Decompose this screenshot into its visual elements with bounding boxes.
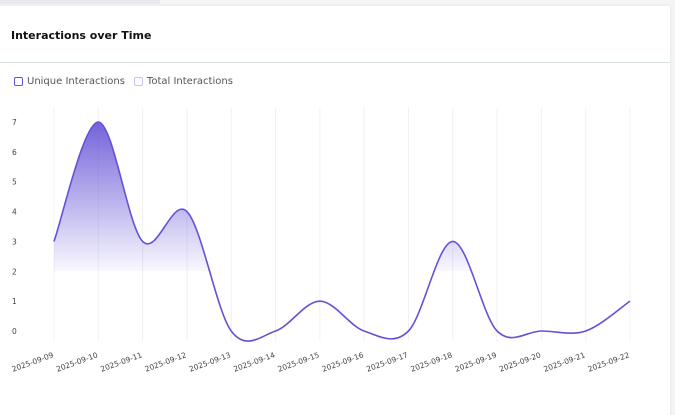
x-tick-label: 2025-09-16 — [321, 350, 365, 373]
y-tick-label: 5 — [12, 178, 17, 187]
legend-swatch-unique — [14, 77, 23, 86]
data-point-2025-09-13[interactable] — [228, 328, 234, 334]
x-tick-label: 2025-09-19 — [454, 350, 498, 373]
data-point-2025-09-14[interactable] — [273, 328, 279, 334]
data-point-2025-09-11[interactable] — [140, 238, 146, 244]
y-tick-label: 7 — [12, 118, 17, 127]
data-point-2025-09-18[interactable] — [450, 238, 456, 244]
series-line-unique-interactions — [53, 121, 631, 342]
y-tick-label: 0 — [12, 327, 17, 336]
series-area — [54, 122, 472, 272]
y-axis-ticks: 0 1 2 3 4 5 6 7 — [12, 118, 17, 336]
data-point-2025-09-10[interactable] — [95, 119, 101, 125]
legend-swatch-total — [133, 77, 143, 86]
series-area-fill-unique-interactions — [54, 122, 472, 272]
data-point-2025-09-12[interactable] — [184, 209, 190, 215]
series-line — [51, 119, 633, 342]
legend-item-unique-interactions[interactable]: Unique Interactions — [14, 76, 125, 87]
x-tick-label: 2025-09-09 — [11, 350, 55, 373]
data-point-2025-09-19[interactable] — [494, 328, 500, 334]
data-point-2025-09-09[interactable] — [51, 238, 57, 244]
y-tick-label: 3 — [12, 237, 17, 246]
top-strip — [0, 0, 160, 4]
y-tick-label: 1 — [12, 297, 17, 306]
data-point-2025-09-22[interactable] — [627, 298, 633, 304]
x-tick-label: 2025-09-18 — [409, 350, 453, 373]
x-tick-label: 2025-09-12 — [144, 350, 188, 373]
x-tick-label: 2025-09-13 — [188, 350, 232, 373]
data-point-2025-09-21[interactable] — [583, 328, 589, 334]
legend-item-total-interactions[interactable]: Total Interactions — [133, 76, 233, 87]
data-point-2025-09-17[interactable] — [405, 328, 411, 334]
data-point-2025-09-15[interactable] — [317, 298, 323, 304]
x-tick-label: 2025-09-22 — [587, 350, 631, 373]
chart-legend: Unique Interactions Total Interactions — [14, 76, 242, 87]
x-tick-label: 2025-09-15 — [276, 350, 320, 373]
card-header: Interactions over Time — [0, 6, 670, 63]
x-tick-label: 2025-09-10 — [55, 350, 99, 373]
x-tick-label: 2025-09-14 — [232, 350, 276, 373]
grid-lines — [53, 108, 631, 341]
card-title: Interactions over Time — [11, 28, 152, 42]
legend-label-total: Total Interactions — [146, 76, 233, 87]
data-point-2025-09-16[interactable] — [361, 328, 367, 334]
x-tick-label: 2025-09-20 — [498, 350, 542, 373]
y-tick-label: 2 — [12, 267, 17, 276]
x-tick-label: 2025-09-11 — [99, 350, 143, 373]
x-tick-label: 2025-09-17 — [365, 350, 409, 373]
y-tick-label: 6 — [12, 148, 17, 157]
x-axis-ticks: 2025-09-09 2025-09-10 2025-09-11 2025-09-12… — [11, 350, 631, 373]
x-tick-label: 2025-09-21 — [542, 350, 586, 373]
y-tick-label: 4 — [12, 208, 17, 217]
data-point-2025-09-20[interactable] — [538, 328, 544, 334]
legend-label-unique: Unique Interactions — [27, 76, 125, 87]
